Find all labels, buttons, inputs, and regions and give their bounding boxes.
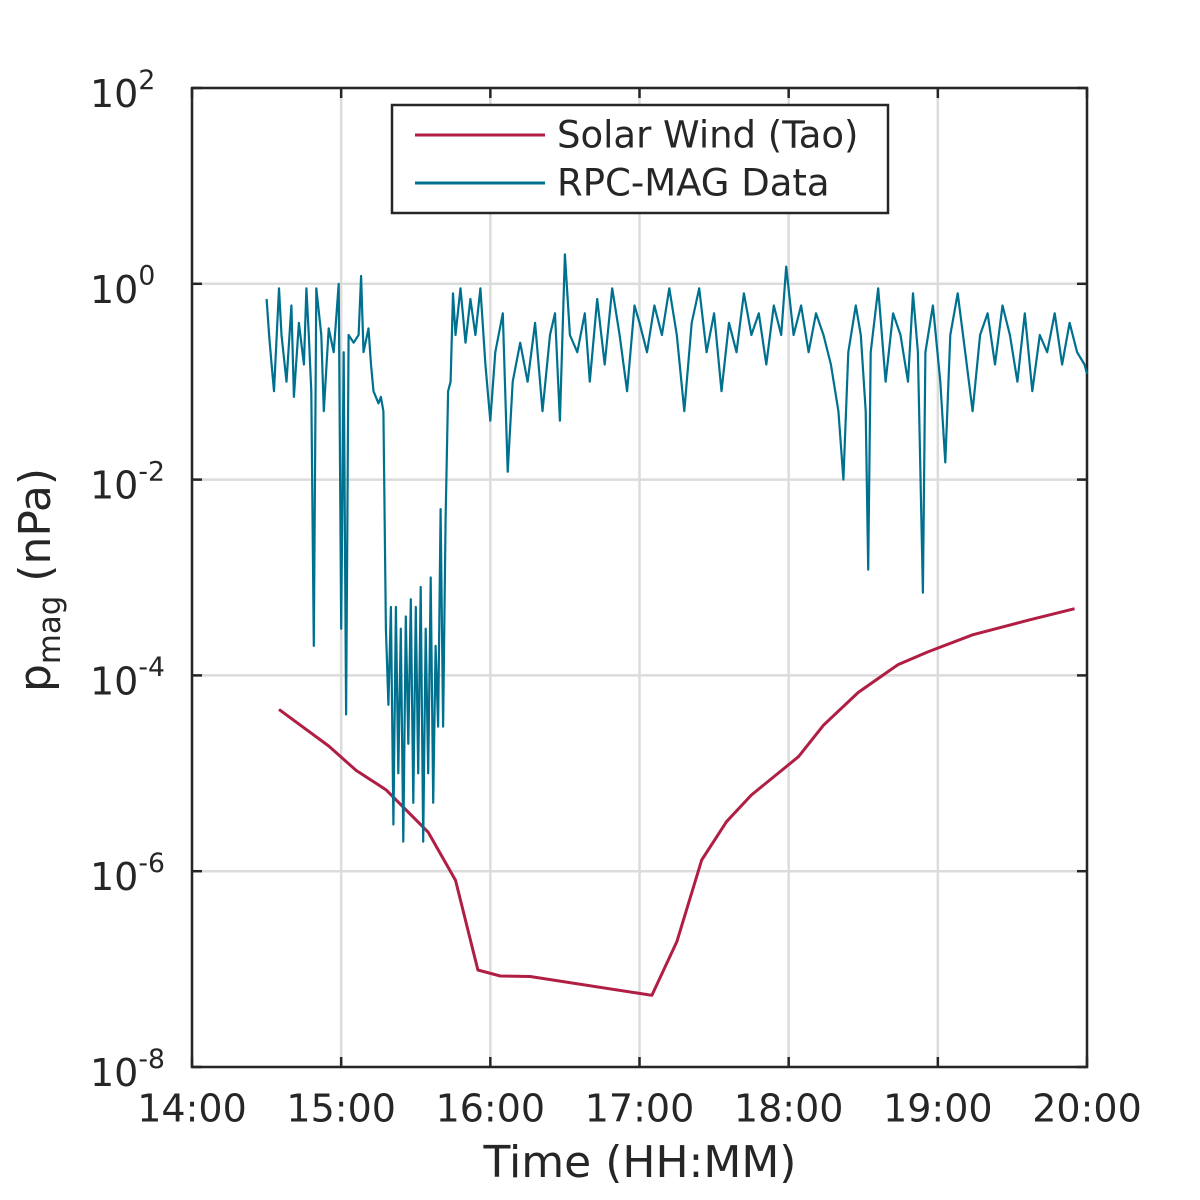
data-line	[278, 607, 1075, 997]
legend-label: Solar Wind (Tao)	[557, 114, 858, 157]
y-axis-label: pmag (nPa)	[10, 468, 68, 692]
x-axis-label: Time (HH:MM)	[483, 1137, 797, 1188]
y-tick-label: 10-4	[90, 652, 165, 703]
y-tick-label: 10-8	[90, 1043, 165, 1094]
legend-box	[390, 103, 890, 215]
y-tick-label: 102	[90, 64, 155, 115]
x-tick-label: 19:00	[883, 1087, 993, 1131]
x-tick-label: 17:00	[585, 1087, 695, 1131]
x-tick-label: 18:00	[734, 1087, 844, 1131]
legend-label: RPC-MAG Data	[557, 162, 830, 205]
data-line	[265, 253, 1089, 843]
x-tick-label: 15:00	[286, 1087, 396, 1131]
y-tick-label: 100	[90, 260, 155, 311]
x-tick-label: 16:00	[436, 1087, 546, 1131]
y-tick-label: 10-6	[90, 848, 165, 899]
x-tick-label: 14:00	[137, 1087, 247, 1131]
y-tick-label: 10-2	[90, 456, 165, 507]
x-tick-label: 20:00	[1032, 1087, 1142, 1131]
